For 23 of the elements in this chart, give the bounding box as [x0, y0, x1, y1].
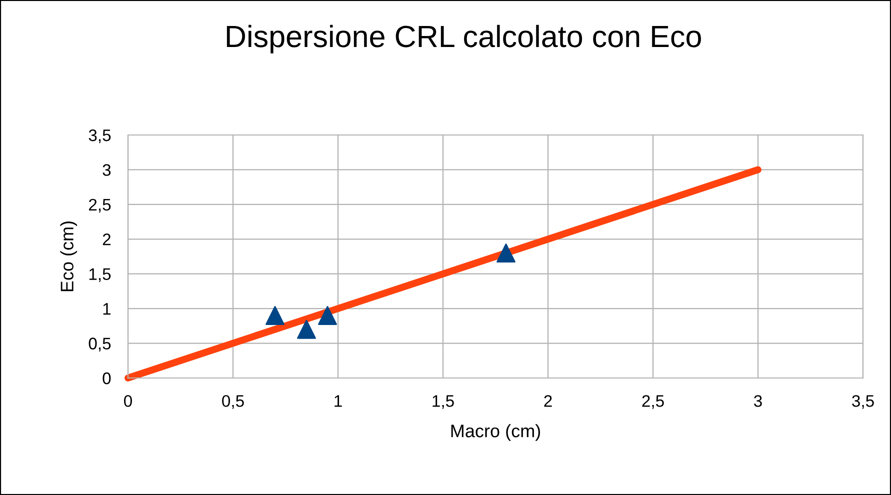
y-axis-title: Eco (cm): [60, 222, 78, 292]
x-tick-label: 1: [334, 395, 342, 407]
point: [266, 306, 284, 325]
x-tick-label: 1,5: [432, 395, 454, 409]
y-tick-label: 3,5: [88, 129, 111, 144]
y-tick-label: 2,5: [89, 198, 111, 213]
point: [496, 244, 516, 263]
y-tick-label: 1: [103, 303, 111, 315]
chart-title: Dispersione CRL calcolato con Eco: [226, 24, 701, 54]
x-tick-label: 3: [754, 395, 762, 407]
point: [318, 306, 337, 325]
x-axis-title: Macro (cm): [451, 424, 540, 441]
x-tick-label: 2,5: [642, 395, 664, 409]
y-tick-label: 1,5: [89, 268, 111, 282]
y-tick-label: 0: [102, 372, 111, 384]
x-tick-label: 0,5: [222, 395, 244, 409]
y-tick-label: 2: [102, 234, 110, 246]
x-tick-label: 2: [544, 395, 552, 407]
point: [297, 320, 316, 339]
x-tick-label: 3,5: [852, 395, 874, 409]
y-tick-label: 0,5: [88, 338, 111, 352]
y-tick-label: 3: [102, 164, 111, 176]
x-tick-label: 0: [124, 395, 132, 407]
